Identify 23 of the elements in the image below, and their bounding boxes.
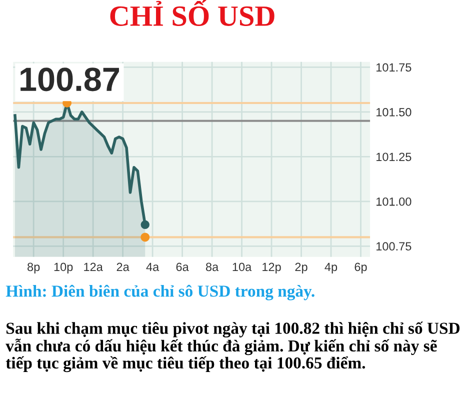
text: Hình: Diên biên của chỉ sô USD trong ngày.: [6, 284, 314, 300]
x-tick-label: 4p: [324, 262, 338, 274]
y-tick-label: 101.25: [376, 152, 412, 162]
x-tick-label: 4a: [146, 262, 160, 272]
chart-title: CHỈ SỐ USD: [110, 0, 274, 26]
text: Sau khi chạm mục tiêu pivot ngày tại 100.82 thì hiện chỉ số USD vẫn chưa có dấu hiệu kết thúc đà giảm. Dự kiến chỉ số này sẽ tiếp tục giảm về mục tiêu tiếp theo tại 100.65 điểm.: [6, 322, 460, 372]
y-tick-label: 101.75: [376, 63, 412, 72]
x-tick-label: 10a: [232, 262, 252, 272]
annotation: 100.87: [20, 68, 119, 92]
x-tick-label: 6a: [176, 262, 189, 272]
x-tick-label: 12a: [84, 262, 103, 272]
x-tick-label: 8a: [206, 262, 219, 272]
x-tick-label: 8p: [28, 262, 40, 274]
x-tick-label: 10p: [54, 262, 73, 274]
x-tick-label: 2a: [116, 262, 130, 272]
x-tick-label: 12p: [262, 262, 281, 274]
y-tick-label: 101.50: [376, 108, 412, 116]
point: [140, 232, 150, 242]
y-tick-label: 100.75: [376, 242, 412, 251]
point: [140, 220, 150, 230]
x-tick-label: 2p: [295, 262, 308, 274]
y-tick-label: 101.00: [376, 197, 412, 206]
x-tick-label: 6p: [354, 262, 367, 274]
